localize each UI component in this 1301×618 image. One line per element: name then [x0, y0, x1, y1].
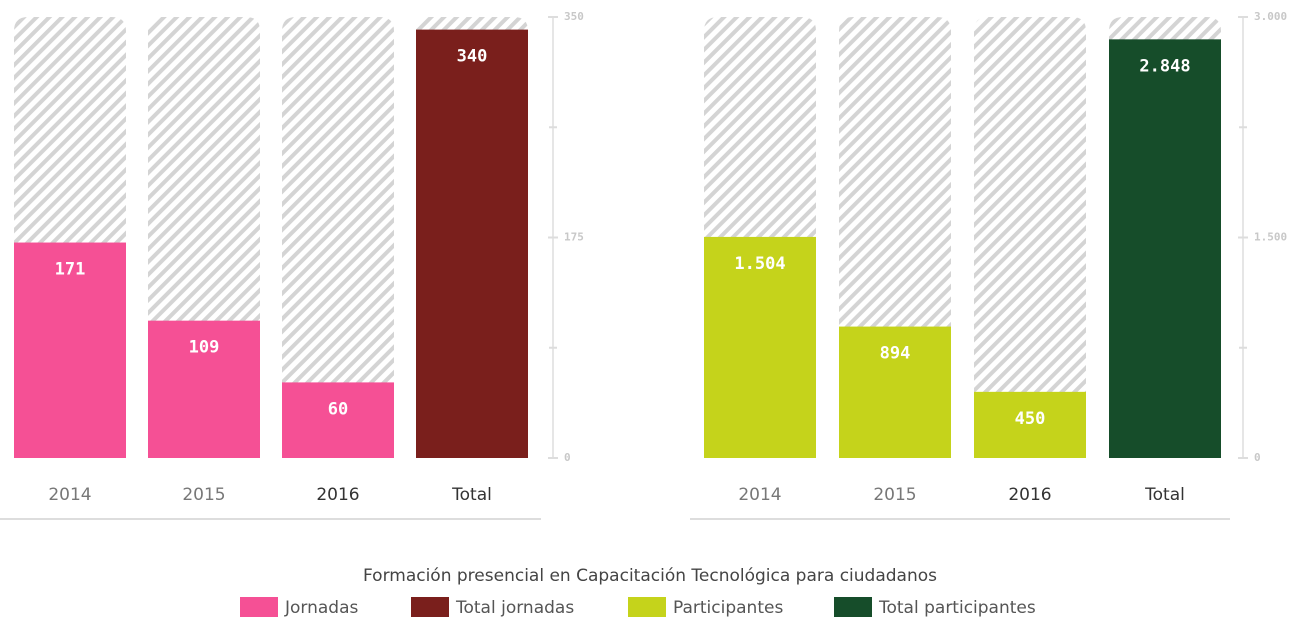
y-tick-label: 1.500	[1254, 231, 1287, 244]
x-tick-label: 2016	[316, 485, 359, 505]
bar-background	[282, 17, 394, 458]
value-label: 1.504	[734, 254, 785, 274]
bar	[1109, 39, 1221, 459]
y-tick-label: 175	[564, 231, 584, 244]
y-tick-label: 350	[564, 10, 584, 23]
bar-background	[974, 17, 1086, 458]
legend-label: Total jornadas	[455, 598, 574, 618]
legend-label: Participantes	[673, 598, 783, 618]
legend-swatch	[834, 597, 872, 617]
y-tick-label: 0	[564, 451, 571, 464]
bar	[282, 382, 394, 458]
value-label: 2.848	[1139, 56, 1190, 76]
caption: Formación presencial en Capacitación Tec…	[363, 566, 937, 586]
bar	[416, 29, 528, 458]
x-tick-label: 2014	[738, 485, 781, 505]
x-tick-label: 2016	[1008, 485, 1051, 505]
value-label: 450	[1015, 409, 1046, 429]
x-tick-label: 2015	[873, 485, 916, 505]
bar	[148, 320, 260, 458]
value-label: 60	[328, 399, 348, 419]
x-tick-label: Total	[1144, 485, 1185, 505]
value-label: 340	[457, 47, 488, 67]
y-tick-label: 3.000	[1254, 10, 1287, 23]
value-label: 894	[880, 344, 911, 364]
bar	[839, 326, 951, 458]
value-label: 171	[55, 260, 86, 280]
bar	[704, 236, 816, 458]
x-tick-label: Total	[451, 485, 492, 505]
x-tick-label: 2014	[48, 485, 91, 505]
legend-swatch	[411, 597, 449, 617]
bar	[974, 391, 1086, 458]
x-tick-label: 2015	[182, 485, 225, 505]
bar	[14, 242, 126, 458]
legend-swatch	[628, 597, 666, 617]
legend-label: Jornadas	[284, 598, 359, 618]
value-label: 109	[189, 338, 220, 358]
y-tick-label: 0	[1254, 451, 1261, 464]
legend-swatch	[240, 597, 278, 617]
legend-label: Total participantes	[878, 598, 1036, 618]
